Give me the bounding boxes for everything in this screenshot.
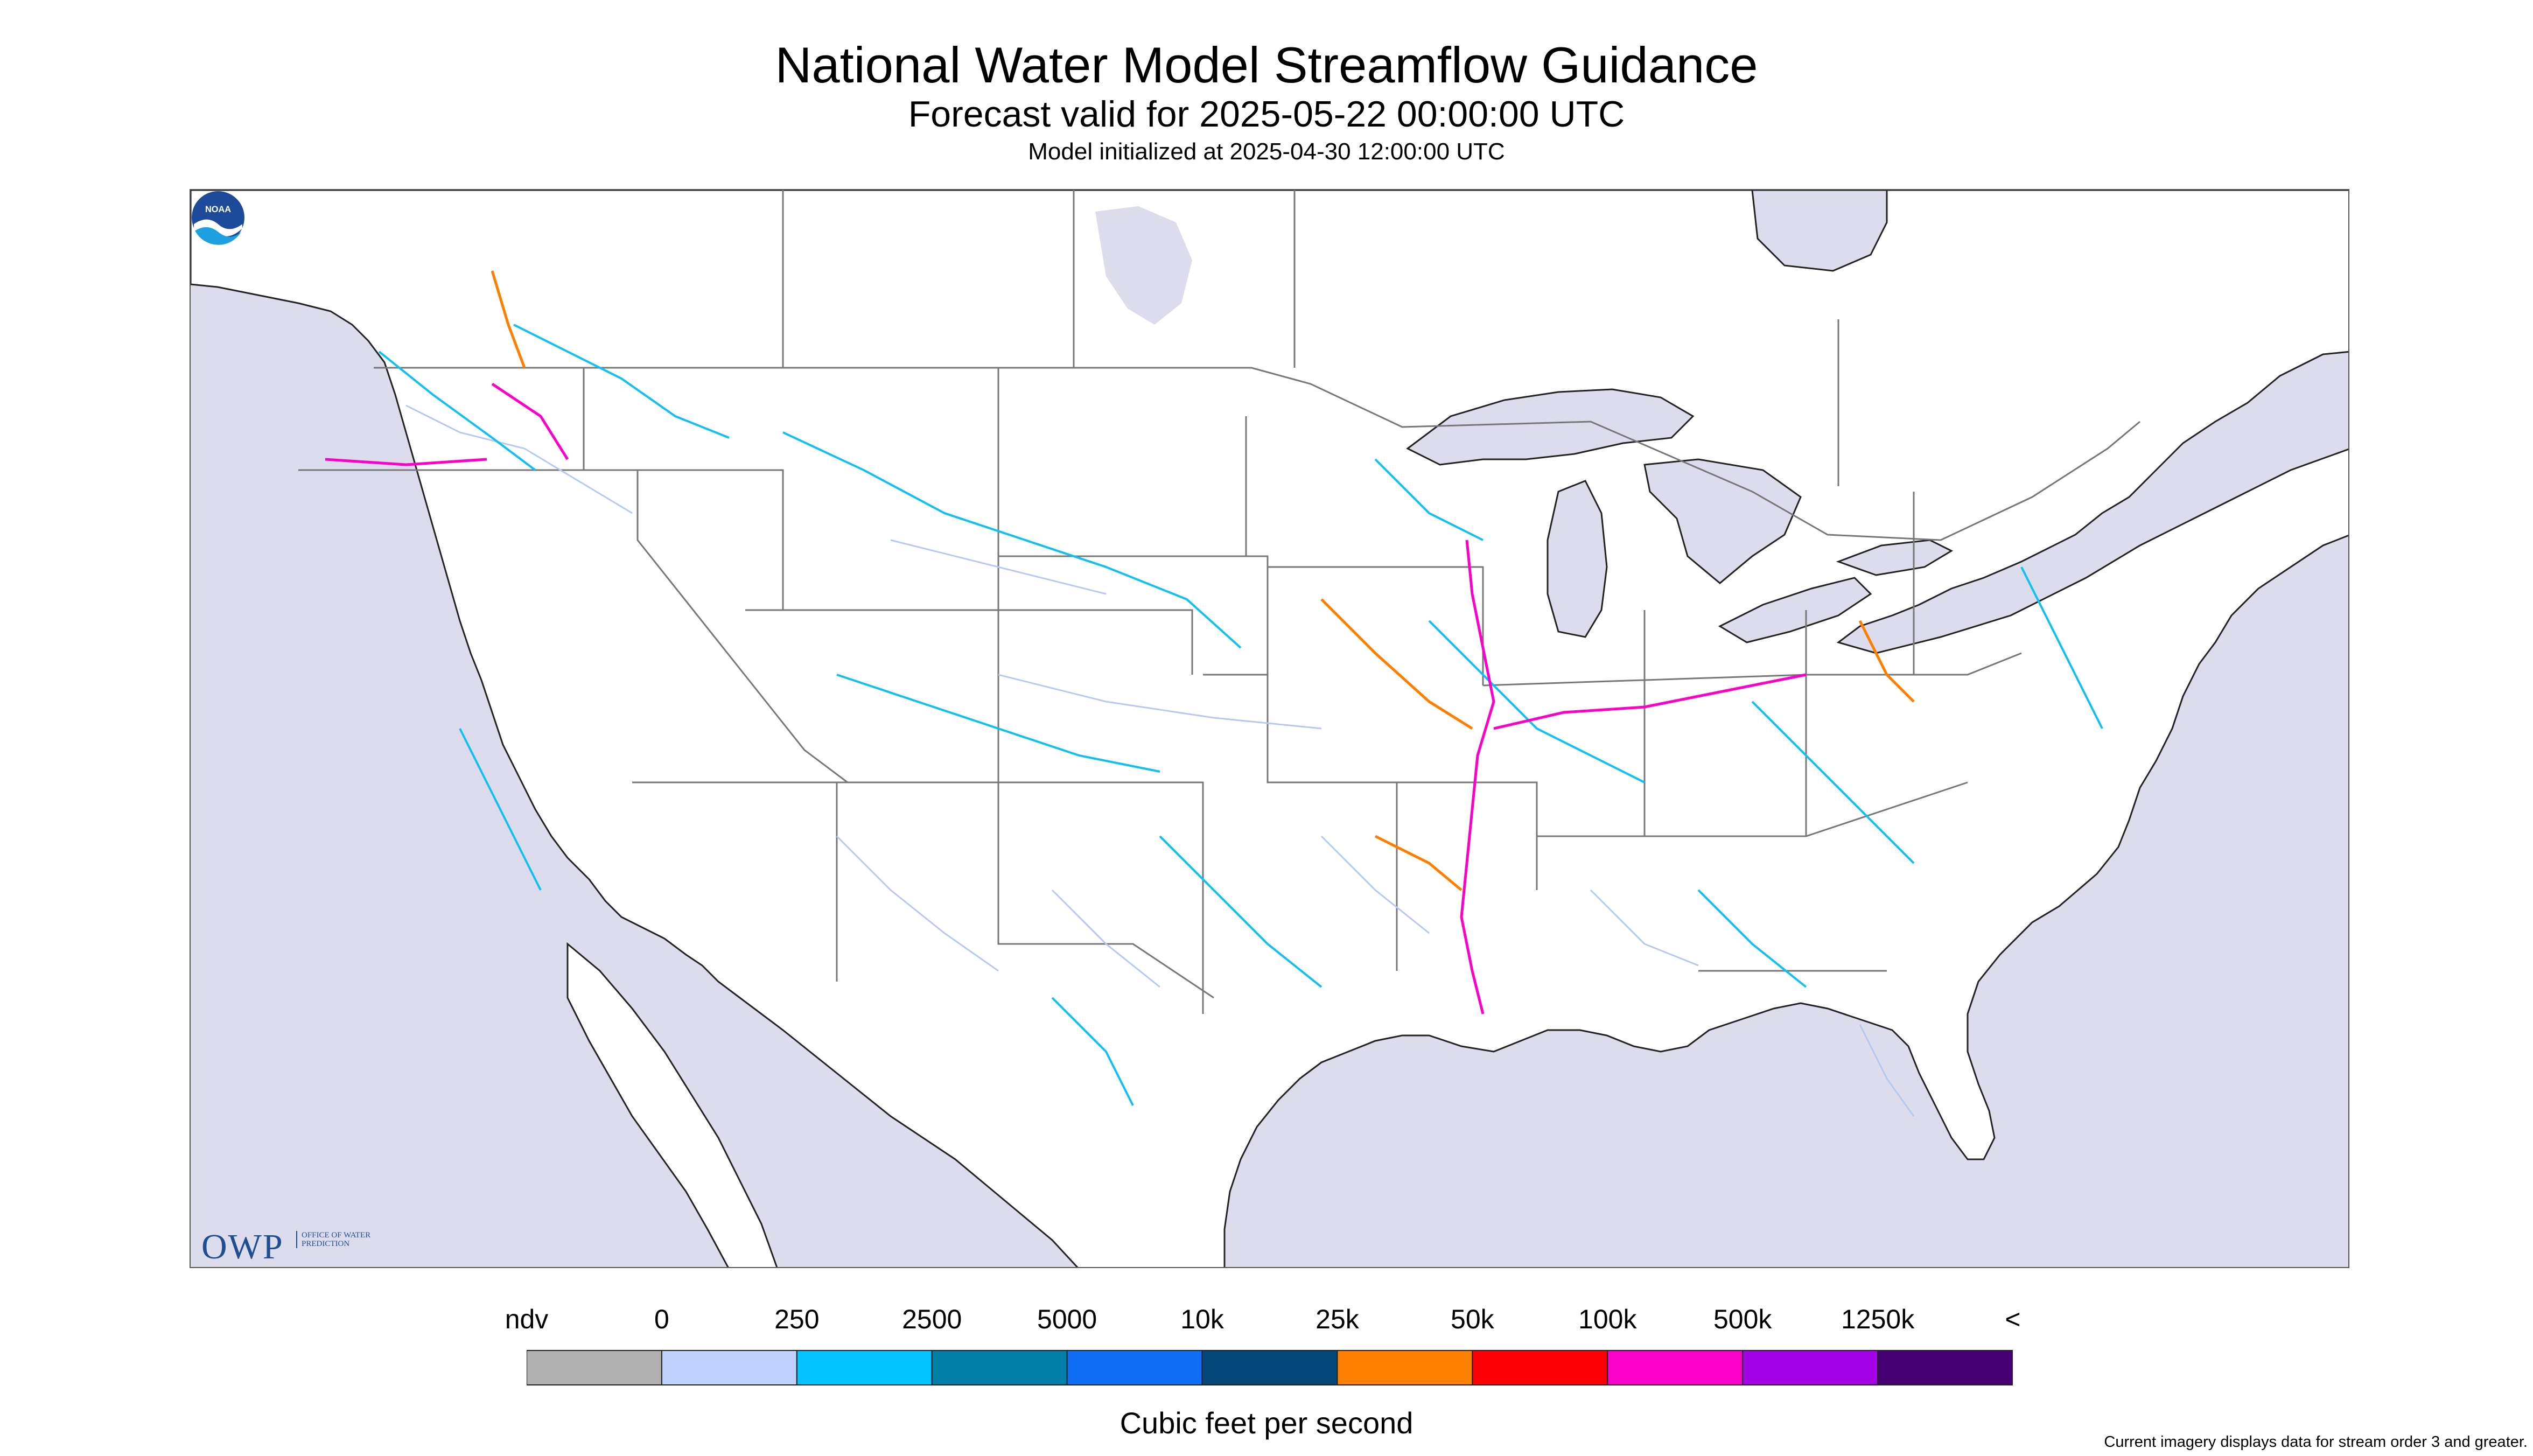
- noaa-logo-text: NOAA: [205, 205, 231, 214]
- legend-swatch: [1472, 1350, 1608, 1385]
- owp-logo-text: OWP: [201, 1227, 284, 1266]
- legend-swatch: [661, 1350, 797, 1385]
- minor-streams: [405, 404, 1915, 1117]
- lake: [1406, 388, 1695, 466]
- legend-label: 50k: [1451, 1304, 1494, 1334]
- legend-label: ndv: [505, 1304, 549, 1334]
- streamflow-map[interactable]: OWP OFFICE OF WATER PREDICTION NOAA: [190, 189, 2349, 1268]
- legend-colorbar: [527, 1350, 2013, 1385]
- owp-logo-subtext: OFFICE OF WATER PREDICTION: [296, 1231, 382, 1248]
- legend-swatch: [527, 1350, 662, 1385]
- bay: [1751, 190, 1888, 272]
- lake: [1547, 480, 1608, 638]
- legend-label: 250: [774, 1304, 820, 1334]
- stream-order-note: Current imagery displays data for stream…: [2104, 1433, 2528, 1451]
- legend-swatch: [1201, 1350, 1338, 1385]
- legend-label: 5000: [1037, 1304, 1097, 1334]
- legend-label: 25k: [1316, 1304, 1359, 1334]
- land-mass: [191, 190, 2348, 1267]
- legend-swatch: [1877, 1350, 2013, 1385]
- legend-swatch: [796, 1350, 933, 1385]
- page-title: National Water Model Streamflow Guidance: [775, 37, 1758, 93]
- legend-label: 0: [654, 1304, 669, 1334]
- state-borders: [298, 190, 2140, 1014]
- model-init-time: Model initialized at 2025-04-30 12:00:00…: [1028, 138, 1505, 165]
- legend-label: 500k: [1713, 1304, 1772, 1334]
- lake: [1836, 539, 1954, 576]
- legend-label: 10k: [1180, 1304, 1224, 1334]
- owp-logo: OWP OFFICE OF WATER PREDICTION: [201, 1227, 370, 1267]
- legend-swatch: [1607, 1350, 1744, 1385]
- lake: [1643, 458, 1802, 584]
- legend-swatch: [931, 1350, 1068, 1385]
- legend-label: 1250k: [1841, 1304, 1915, 1334]
- legend-swatch: [1066, 1350, 1203, 1385]
- map-canvas: [191, 190, 2348, 1267]
- land-mass: [566, 942, 778, 1267]
- legend-swatch: [1337, 1350, 1473, 1385]
- legend-label: 100k: [1578, 1304, 1637, 1334]
- legend-label: 2500: [902, 1304, 962, 1334]
- lake: [1718, 577, 1872, 643]
- legend-labels: ndv 0 250 2500 5000 10k 25k 50k 100k 500k 1250k <: [0, 1303, 2533, 1341]
- legend-label: <: [2005, 1304, 2021, 1334]
- legend-unit-label: Cubic feet per second: [1119, 1406, 1414, 1440]
- lake: [1095, 206, 1192, 325]
- noaa-logo-icon: NOAA: [192, 191, 244, 245]
- major-rivers: [325, 270, 1915, 1014]
- forecast-valid-time: Forecast valid for 2025-05-22 00:00:00 U…: [908, 94, 1625, 135]
- medium-rivers: [378, 324, 2103, 1106]
- legend-swatch: [1742, 1350, 1879, 1385]
